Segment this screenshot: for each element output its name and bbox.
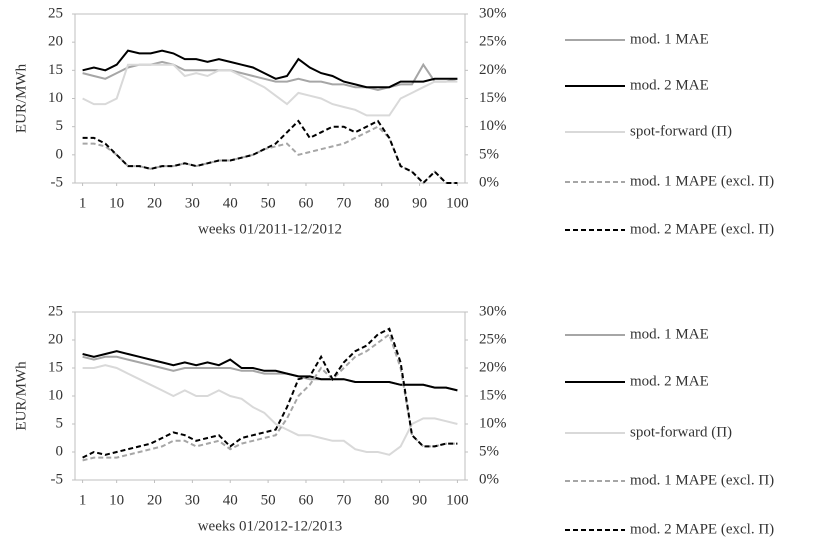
y2-tick-label: 0%	[479, 471, 499, 487]
x-tick-label: 90	[412, 492, 427, 508]
y-tick-label: 10	[48, 90, 63, 106]
y2-tick-label: 30%	[479, 303, 507, 319]
series-line	[82, 119, 458, 185]
y-tick-label: 0	[56, 443, 64, 459]
legend-label: mod. 1 MAE	[630, 31, 709, 47]
y-tick-label: 15	[48, 359, 63, 375]
y2-tick-label: 15%	[479, 90, 507, 106]
y-tick-label: 5	[56, 118, 64, 134]
legend-label: mod. 1 MAE	[630, 326, 709, 342]
y2-tick-label: 30%	[479, 5, 507, 21]
x-tick-label: 80	[374, 492, 389, 508]
x-tick-label: 60	[298, 492, 313, 508]
y-tick-label: 20	[48, 34, 63, 50]
legend-label: mod. 2 MAPE (excl. Π)	[630, 221, 774, 237]
x-tick-label: 70	[336, 492, 351, 508]
x-tick-label: 20	[147, 492, 162, 508]
x-axis-label: weeks 01/2012-12/2013	[198, 518, 343, 534]
x-tick-label: 1	[79, 195, 87, 211]
y-tick-label: -5	[51, 174, 64, 190]
y2-tick-label: 20%	[479, 62, 507, 78]
legend-label: mod. 2 MAPE (excl. Π)	[630, 521, 774, 537]
y-axis-label: EUR/MWh	[13, 63, 29, 133]
x-tick-label: 90	[412, 195, 427, 211]
series-line	[82, 49, 458, 89]
y-tick-label: 10	[48, 387, 63, 403]
y2-tick-label: 25%	[479, 331, 507, 347]
y-tick-label: 5	[56, 415, 64, 431]
y-axis-label: EUR/MWh	[13, 361, 29, 431]
x-tick-label: 60	[298, 195, 313, 211]
series-line	[82, 327, 458, 459]
series-line	[82, 332, 458, 462]
x-tick-label: 100	[446, 492, 469, 508]
y2-tick-label: 25%	[479, 34, 507, 50]
legend-label: mod. 1 MAPE (excl. Π)	[630, 472, 774, 488]
y-tick-label: 15	[48, 62, 63, 78]
plot-frame	[74, 311, 466, 481]
x-tick-label: 70	[336, 195, 351, 211]
x-tick-label: 50	[261, 195, 276, 211]
x-tick-label: 80	[374, 195, 389, 211]
y2-tick-label: 15%	[479, 387, 507, 403]
x-tick-label: 40	[223, 195, 238, 211]
y-tick-label: -5	[51, 471, 64, 487]
legend-label: mod. 2 MAE	[630, 373, 709, 389]
x-tick-label: 40	[223, 492, 238, 508]
y-tick-label: 0	[56, 146, 64, 162]
x-axis-label: weeks 01/2011-12/2012	[198, 221, 342, 237]
series-line	[82, 125, 458, 185]
y2-tick-label: 10%	[479, 118, 507, 134]
x-tick-label: 30	[185, 492, 200, 508]
y2-tick-label: 10%	[479, 415, 507, 431]
x-tick-label: 10	[109, 195, 124, 211]
y-tick-label: 20	[48, 331, 63, 347]
plot-frame	[74, 13, 466, 184]
y2-tick-label: 0%	[479, 174, 499, 190]
x-tick-label: 30	[185, 195, 200, 211]
series-line	[82, 350, 458, 392]
x-tick-label: 1	[79, 492, 87, 508]
y2-tick-label: 20%	[479, 359, 507, 375]
y2-tick-label: 5%	[479, 146, 499, 162]
legend-label: mod. 2 MAE	[630, 77, 709, 93]
y2-tick-label: 5%	[479, 443, 499, 459]
series-line	[82, 63, 458, 117]
x-tick-label: 20	[147, 195, 162, 211]
legend-label: mod. 1 MAPE (excl. Π)	[630, 173, 774, 189]
y-tick-label: 25	[48, 303, 63, 319]
y-tick-label: 25	[48, 5, 63, 21]
x-tick-label: 10	[109, 492, 124, 508]
x-tick-label: 50	[261, 492, 276, 508]
x-tick-label: 100	[446, 195, 469, 211]
legend-label: spot-forward (Π)	[630, 123, 732, 139]
series-line	[82, 364, 458, 456]
legend-label: spot-forward (Π)	[630, 424, 732, 440]
